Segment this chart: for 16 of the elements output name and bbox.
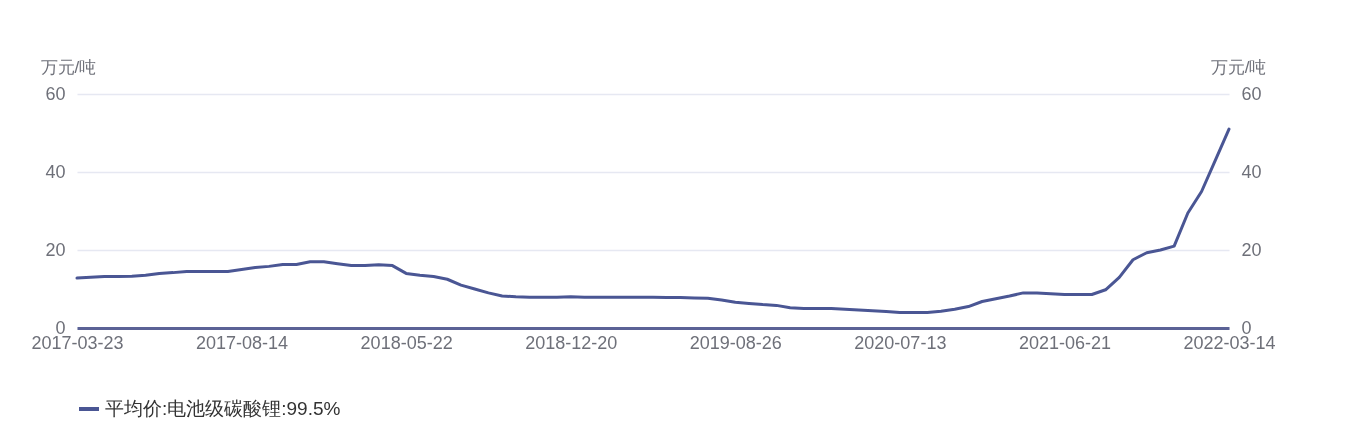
x-tick-label: 2018-12-20 [525,332,618,353]
x-tick-label: 2017-08-14 [196,332,289,353]
y-tick-label: 40 [45,161,66,182]
line-series [75,127,1231,314]
y2-axis-title: 万元/吨 [1210,57,1267,77]
x-tick-label: 2020-07-13 [854,332,947,353]
x-tick-label: 2018-05-22 [360,332,453,353]
x-tick-label: 2021-06-21 [1018,332,1111,353]
y2-tick-label: 60 [1241,83,1262,104]
y2-tick-label: 40 [1241,161,1262,182]
y-axis-title: 万元/吨 [40,57,97,77]
y-tick-label: 60 [45,83,66,104]
legend-label: 平均价:电池级碳酸锂:99.5% [105,398,341,419]
y2-tick-label: 20 [1241,239,1262,260]
x-tick-label: 2019-08-26 [689,332,782,353]
y-tick-label: 20 [45,239,66,260]
